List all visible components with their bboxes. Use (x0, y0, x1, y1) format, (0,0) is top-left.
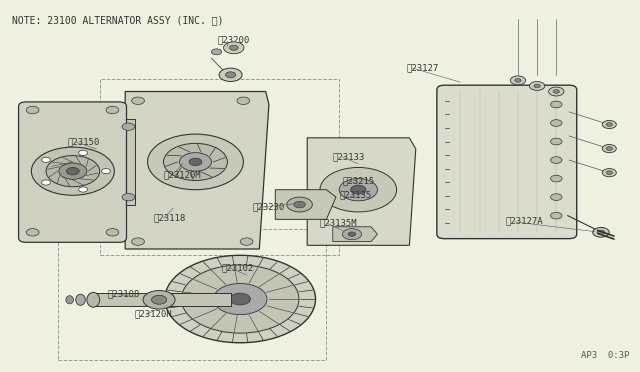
Circle shape (515, 78, 521, 82)
Circle shape (550, 212, 562, 219)
Circle shape (229, 45, 238, 50)
Circle shape (179, 153, 211, 171)
Circle shape (606, 147, 612, 150)
Text: ※23200: ※23200 (218, 35, 250, 44)
Polygon shape (275, 190, 336, 219)
Circle shape (122, 193, 135, 201)
Circle shape (548, 87, 564, 96)
Bar (58, 229, 326, 360)
Circle shape (550, 120, 562, 126)
Circle shape (529, 81, 545, 90)
FancyBboxPatch shape (19, 102, 127, 242)
Circle shape (287, 197, 312, 212)
Circle shape (132, 238, 145, 245)
Circle shape (42, 180, 51, 185)
Circle shape (294, 201, 305, 208)
Circle shape (550, 101, 562, 108)
Circle shape (339, 179, 378, 201)
Circle shape (31, 147, 115, 195)
Polygon shape (125, 92, 269, 249)
Circle shape (122, 123, 135, 131)
Circle shape (240, 238, 253, 245)
Text: ※23118: ※23118 (154, 213, 186, 222)
Circle shape (26, 106, 39, 114)
Circle shape (534, 84, 540, 88)
Polygon shape (307, 138, 416, 245)
Circle shape (550, 138, 562, 145)
Circle shape (143, 291, 175, 309)
Circle shape (106, 229, 119, 236)
Circle shape (593, 228, 609, 237)
Circle shape (597, 230, 605, 235)
Circle shape (342, 229, 362, 240)
Circle shape (553, 90, 559, 93)
Circle shape (550, 194, 562, 201)
Text: ※23230: ※23230 (253, 202, 285, 211)
Circle shape (42, 157, 51, 163)
Circle shape (351, 185, 366, 194)
Circle shape (550, 157, 562, 163)
Circle shape (189, 158, 202, 166)
Circle shape (132, 97, 145, 105)
Circle shape (59, 163, 87, 179)
Circle shape (348, 232, 356, 236)
Ellipse shape (87, 292, 100, 307)
Circle shape (223, 42, 244, 54)
Circle shape (602, 144, 616, 153)
Circle shape (219, 68, 242, 81)
Circle shape (602, 121, 616, 129)
Text: ※23108: ※23108 (108, 289, 140, 298)
Polygon shape (93, 294, 230, 307)
Text: ※23150: ※23150 (68, 137, 100, 146)
Circle shape (211, 49, 221, 55)
Text: ※23133: ※23133 (333, 152, 365, 161)
Circle shape (165, 255, 316, 343)
Circle shape (102, 169, 111, 174)
Text: NOTE: 23100 ALTERNATOR ASSY (INC. ※): NOTE: 23100 ALTERNATOR ASSY (INC. ※) (12, 16, 224, 26)
Circle shape (26, 229, 39, 236)
Text: ※23215: ※23215 (342, 176, 374, 185)
Circle shape (606, 171, 612, 174)
Circle shape (606, 123, 612, 126)
Bar (100, 78, 339, 254)
Text: ※23127A: ※23127A (505, 217, 543, 226)
Polygon shape (122, 119, 135, 205)
Text: ※23135M: ※23135M (320, 219, 358, 228)
Text: ※23135: ※23135 (339, 191, 371, 200)
Text: ※23127: ※23127 (406, 63, 438, 72)
Circle shape (46, 155, 100, 187)
Circle shape (225, 72, 236, 78)
Text: ※23120M: ※23120M (164, 170, 201, 179)
Polygon shape (333, 227, 378, 241)
Circle shape (320, 167, 397, 212)
Circle shape (79, 150, 88, 155)
Circle shape (79, 187, 88, 192)
Text: ※23150B: ※23150B (44, 161, 82, 170)
Circle shape (181, 265, 299, 333)
Circle shape (510, 76, 525, 85)
Circle shape (237, 97, 250, 105)
Ellipse shape (66, 296, 74, 304)
Circle shape (152, 295, 167, 304)
Text: AP3  0:3P: AP3 0:3P (581, 351, 630, 360)
FancyBboxPatch shape (437, 85, 577, 238)
Text: ※23102: ※23102 (221, 263, 253, 272)
Ellipse shape (76, 294, 85, 305)
Circle shape (67, 167, 79, 175)
Circle shape (230, 293, 250, 305)
Circle shape (602, 169, 616, 177)
Circle shape (148, 134, 243, 190)
Circle shape (550, 175, 562, 182)
Circle shape (106, 106, 119, 114)
Text: ※23120N: ※23120N (135, 310, 172, 318)
Circle shape (213, 283, 267, 315)
Circle shape (164, 143, 227, 180)
